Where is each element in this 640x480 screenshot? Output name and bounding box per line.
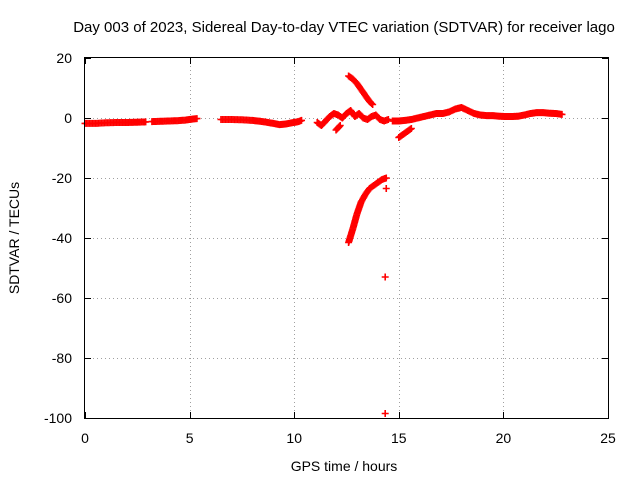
y-tick-label: -100 [44,410,72,426]
point-baseline-trace [142,118,150,126]
x-tick-label: 5 [186,430,194,446]
y-tick-label: 20 [56,50,72,66]
y-tick-label: 0 [64,110,72,126]
axis-ticks: 0 5 10 15 20 25 20 0 -20 -40 -60 -80 -100 [44,50,616,446]
point-isolated-points [381,273,389,281]
y-tick-label: -80 [52,350,72,366]
x-tick-label: 25 [600,430,616,446]
y-tick-label: -60 [52,290,72,306]
point-baseline-trace [193,115,201,123]
x-tick-label: 20 [496,430,512,446]
y-axis-label: SDTVAR / TECUs [6,182,22,294]
point-dip-spikes [335,122,343,130]
y-tick-label: -40 [52,230,72,246]
point-isolated-points [382,185,390,192]
point-rising-arc [368,100,376,107]
point-baseline-trace [298,116,306,124]
x-tick-label: 10 [286,430,302,446]
point-isolated-points [381,410,389,417]
x-axis-label: GPS time / hours [291,458,398,474]
y-tick-label: -20 [52,170,72,186]
point-baseline-trace [558,110,566,118]
plot-frame [84,57,609,419]
x-tick-label: 0 [81,430,89,446]
chart-title: Day 003 of 2023, Sidereal Day-to-day VTE… [73,19,615,36]
data-points [81,72,566,417]
x-tick-label: 15 [391,430,407,446]
point-rising-arc [369,101,377,108]
point-dip-spikes [407,125,415,132]
point-descending-arc [382,174,390,182]
point-baseline-trace [384,116,392,123]
point-dip-spikes [336,122,344,129]
